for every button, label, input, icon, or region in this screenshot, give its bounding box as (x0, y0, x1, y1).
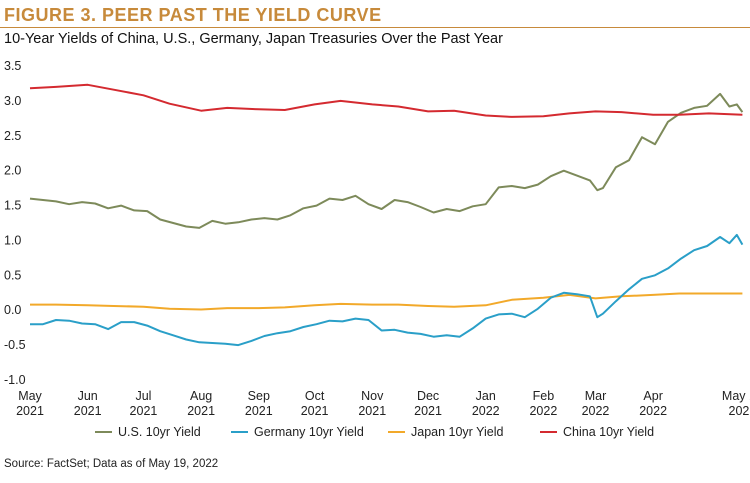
chart-subtitle: 10-Year Yields of China, U.S., Germany, … (4, 31, 503, 47)
x-tick-year: 2022 (639, 404, 667, 418)
x-tick-year: 2021 (16, 404, 44, 418)
y-tick-label: 0.5 (4, 268, 21, 282)
chart-legend: U.S. 10yr Yield Germany 10yr Yield Japan… (0, 425, 750, 443)
legend-item-japan: Japan 10yr Yield (388, 425, 503, 439)
x-tick-month: Feb (533, 389, 555, 403)
x-tick-month: Oct (305, 389, 325, 403)
x-tick-year: 2021 (187, 404, 215, 418)
legend-item-china: China 10yr Yield (540, 425, 654, 439)
x-tick-month: Jun (78, 389, 98, 403)
y-tick-label: 1.0 (4, 233, 21, 247)
y-tick-label: 2.0 (4, 164, 21, 178)
x-tick-year: 2021 (414, 404, 442, 418)
x-tick-year: 2022 (582, 404, 610, 418)
y-tick-label: 1.5 (4, 199, 21, 213)
series-line-germany (30, 233, 744, 347)
legend-label-germany: Germany 10yr Yield (254, 425, 364, 439)
x-tick-month: Dec (417, 389, 439, 403)
x-tick: May 192022 (722, 389, 750, 418)
legend-swatch-us (95, 431, 112, 433)
legend-swatch-japan (388, 431, 405, 433)
series-line-japan (30, 292, 743, 311)
legend-label-china: China 10yr Yield (563, 425, 655, 439)
series-line-china (29, 83, 743, 118)
x-tick-month: Jan (476, 389, 496, 403)
figure-label: FIGURE 3. PEER PAST THE YIELD CURVE (4, 5, 382, 25)
x-tick-year: 2022 (529, 404, 557, 418)
legend-swatch-germany (231, 431, 248, 433)
x-tick-year: 2022 (472, 404, 500, 418)
legend-label-japan: Japan 10yr Yield (411, 425, 504, 439)
line-chart: 3.53.02.52.01.51.00.50.0-0.5-1.0 May2021… (4, 59, 750, 418)
legend-item-us: U.S. 10yr Yield (95, 425, 201, 439)
x-tick-month: Apr (643, 389, 662, 403)
series-line-us (29, 92, 744, 229)
x-tick-year: 2021 (130, 404, 158, 418)
x-tick-month: Mar (585, 389, 607, 403)
x-tick-year: 2021 (301, 404, 329, 418)
x-tick-year: 2021 (245, 404, 273, 418)
series-lines (29, 83, 744, 347)
x-axis: May2021Jun2021Jul2021Aug2021Sep2021Oct20… (16, 389, 750, 418)
y-tick-label: 0.0 (4, 303, 21, 317)
x-tick-year: 2021 (358, 404, 386, 418)
legend-label-us: U.S. 10yr Yield (118, 425, 201, 439)
title-divider (0, 27, 750, 28)
x-tick-month: Nov (361, 389, 384, 403)
x-tick-month: Sep (248, 389, 270, 403)
x-tick-month: Aug (190, 389, 212, 403)
x-tick-month: May 19 (722, 389, 750, 403)
y-tick-label: 2.5 (4, 129, 21, 143)
x-tick-year: 2022 (729, 404, 750, 418)
y-axis: 3.5 3.0 2.5 2.0 1.5 1.0 0.5 0.0 -0.5 -1.0 (4, 59, 26, 387)
x-tick-year: 2021 (74, 404, 102, 418)
y-tick-label: -1.0 (4, 373, 26, 387)
source-note: Source: FactSet; Data as of May 19, 2022 (4, 458, 219, 470)
legend-swatch-china (540, 431, 557, 433)
y-tick-label: 3.0 (4, 94, 21, 108)
legend-item-germany: Germany 10yr Yield (231, 425, 364, 439)
x-tick-month: May (18, 389, 42, 403)
y-tick-label: 3.5 (4, 59, 21, 73)
y-tick-label: -0.5 (4, 338, 26, 352)
x-tick-month: Jul (135, 389, 151, 403)
